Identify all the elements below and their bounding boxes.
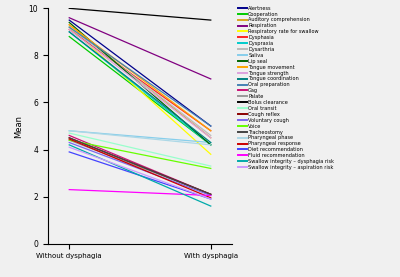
Y-axis label: Mean: Mean: [14, 114, 23, 138]
Legend: Alertness, Cooperation, Auditory comprehension, Respiration, Respiratory rate fo: Alertness, Cooperation, Auditory compreh…: [236, 4, 336, 172]
